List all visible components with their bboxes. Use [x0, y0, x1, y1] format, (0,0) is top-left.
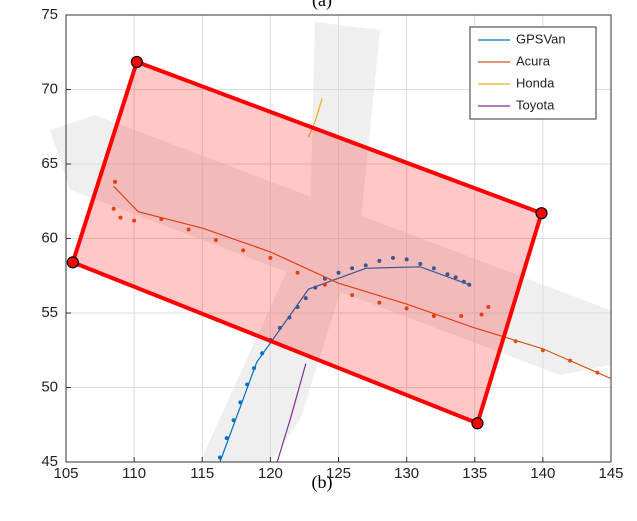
series-line [276, 363, 307, 463]
series-point [295, 270, 300, 275]
legend-label: Toyota [516, 97, 555, 112]
x-tick-label: 120 [258, 465, 283, 482]
series-point [159, 217, 164, 222]
series-point [113, 179, 118, 184]
background-map [50, 22, 610, 462]
region-vertex [66, 256, 79, 269]
series-point [595, 370, 600, 375]
series-point [377, 258, 382, 263]
series-point [336, 270, 341, 275]
series-point [186, 227, 191, 232]
x-tick-label: 135 [462, 465, 487, 482]
series-point [260, 351, 265, 356]
series-point [486, 305, 491, 310]
road-band [200, 22, 380, 462]
x-tick-label: 145 [598, 465, 623, 482]
x-tick-label: 140 [530, 465, 555, 482]
series-point [453, 275, 458, 280]
y-tick-label: 60 [41, 229, 58, 246]
legend: GPSVan Acura Honda Toyota [469, 26, 597, 120]
series-point [245, 382, 250, 387]
series-point [268, 255, 273, 260]
series-point [467, 282, 472, 287]
series-point [418, 261, 423, 266]
series-point [431, 313, 436, 318]
series-point [295, 305, 300, 310]
series-point [118, 215, 123, 220]
series-point [568, 358, 573, 363]
series-point [111, 206, 116, 211]
x-tick-label: 130 [394, 465, 419, 482]
region-vertex [130, 55, 143, 69]
series-point [479, 312, 484, 317]
caption-top: (a) [312, 0, 332, 11]
y-tick-label: 45 [41, 453, 58, 470]
region-vertex [471, 417, 484, 430]
series-point [404, 257, 409, 262]
series-point [132, 218, 137, 223]
series-point [445, 272, 450, 277]
series-point [350, 293, 355, 298]
legend-box [469, 26, 597, 120]
y-tick-label: 70 [41, 80, 58, 97]
series-point [377, 300, 382, 305]
legend-label: Acura [516, 53, 551, 68]
y-tick-label: 55 [41, 304, 58, 321]
series-point [303, 296, 308, 301]
y-tick-label: 75 [41, 6, 58, 23]
x-tick-label: 105 [53, 465, 78, 482]
x-tick-label: 115 [190, 465, 214, 482]
series-point [322, 282, 327, 287]
series-point [540, 348, 545, 353]
series-point [277, 325, 282, 330]
legend-label: Honda [516, 75, 555, 90]
x-tick-label: 125 [326, 465, 351, 482]
region-vertex [535, 207, 548, 220]
series-point [224, 436, 229, 441]
series-point [217, 455, 222, 460]
series-point [404, 306, 409, 311]
y-tick-label: 65 [41, 155, 58, 172]
series-point [241, 248, 246, 253]
series-point [213, 237, 218, 242]
series-point [287, 315, 292, 320]
series-point [350, 266, 355, 271]
series-point [513, 339, 518, 344]
series-point [238, 400, 243, 405]
x-tick-label: 110 [122, 465, 146, 482]
series-line [113, 185, 612, 380]
series-line [219, 266, 470, 463]
series-point [391, 255, 395, 260]
series-point [231, 418, 236, 423]
series-point [459, 313, 464, 318]
series-point [363, 263, 368, 268]
axes-box [65, 14, 612, 463]
series-point [461, 279, 466, 284]
series-line [307, 98, 323, 138]
caption: (b) [312, 472, 333, 493]
y-tick-label: 50 [41, 378, 58, 395]
legend-label: GPSVan [516, 31, 566, 46]
series-point [313, 285, 318, 290]
series-point [431, 266, 436, 271]
series-point [252, 366, 257, 371]
